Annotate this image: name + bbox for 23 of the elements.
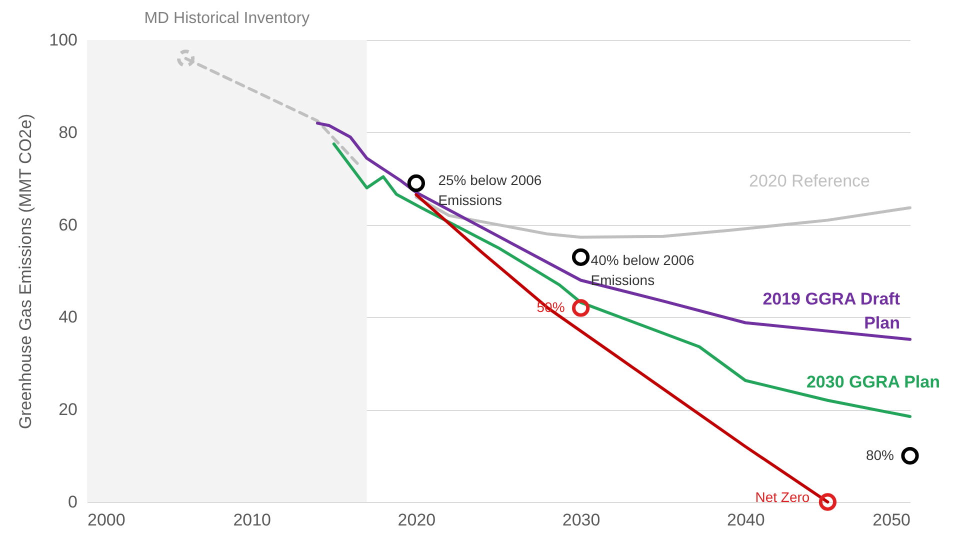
x-tick-label: 2020 bbox=[398, 510, 436, 530]
series-label: 2019 GGRA Draft Plan bbox=[762, 289, 900, 332]
y-tick-label: 20 bbox=[58, 400, 78, 420]
y-tick-label: 80 bbox=[58, 122, 78, 142]
y-tick-label: 60 bbox=[58, 215, 78, 234]
band-label: MD Historical Inventory bbox=[144, 10, 310, 27]
y-tick-label: 100 bbox=[49, 30, 78, 50]
x-tick-label: 2050 bbox=[872, 510, 910, 530]
annotation: Net Zero bbox=[755, 489, 810, 505]
y-tick-label: 0 bbox=[68, 492, 78, 512]
annotation: 25% below 2006 Emissions bbox=[438, 172, 542, 208]
x-tick-label: 2040 bbox=[726, 510, 765, 530]
x-tick-label: 2030 bbox=[562, 510, 600, 530]
y-tick-label: 40 bbox=[58, 308, 78, 327]
annotation: 40% below 2006 Emissions bbox=[590, 252, 695, 288]
series-label: 2030 GGRA Plan bbox=[806, 372, 940, 392]
line-series bbox=[316, 122, 912, 341]
x-tick-label: 2010 bbox=[233, 510, 272, 530]
series-label: 2020 Reference bbox=[749, 172, 870, 191]
x-tick-label: 2000 bbox=[88, 510, 126, 530]
line-series bbox=[414, 196, 912, 239]
annotation: 80% bbox=[866, 446, 894, 463]
y-axis-title: Greenhouse Gas Emissions (MMT CO2e) bbox=[16, 114, 36, 430]
